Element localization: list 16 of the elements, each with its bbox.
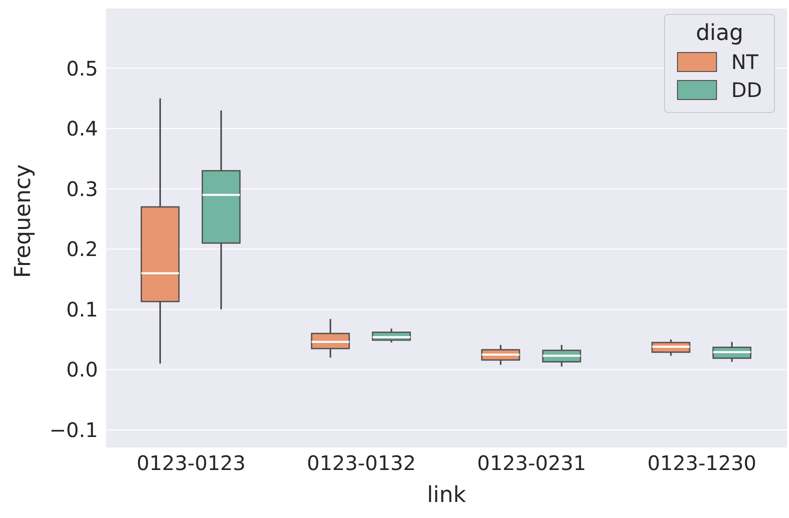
y-tick-label: 0.0 [66,358,98,382]
y-tick-label: 0.4 [66,116,98,141]
x-tick-label: 0123-0132 [306,451,416,476]
x-tick-label: 0123-1230 [647,451,756,476]
y-tick-label: 0.5 [66,56,98,80]
legend-label: NT [731,50,758,74]
y-axis-title: Frequency [10,164,36,278]
y-tick-label: 0.1 [66,297,98,322]
legend-title: diag [694,21,744,46]
x-axis-title: link [427,483,466,508]
x-tick-label: 0123-0231 [477,451,586,476]
y-tick-label: 0.3 [66,176,98,201]
y-tick-label: −0.1 [49,418,98,442]
legend-label: DD [731,78,762,102]
x-tick-label: 0123-0123 [136,451,246,476]
y-tick-label: 0.2 [66,237,98,262]
